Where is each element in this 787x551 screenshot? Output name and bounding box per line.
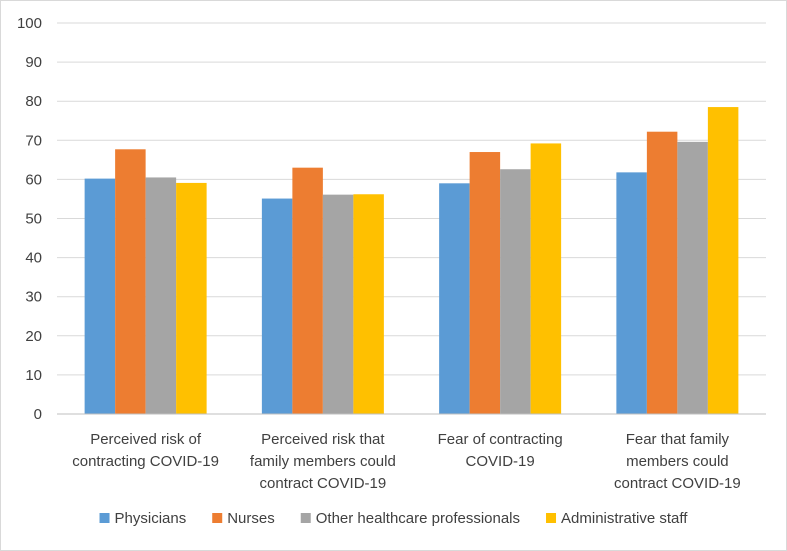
legend-item-administrative-staff: Administrative staff (546, 510, 688, 527)
bar-administrative-staff-3 (707, 107, 739, 414)
legend-label: Physicians (115, 510, 187, 527)
bar-physicians-2 (439, 183, 470, 414)
category-label-line: contract COVID-19 (260, 475, 387, 492)
bar-other-healthcare-professionals-1 (322, 194, 354, 414)
legend-item-nurses: Nurses (212, 510, 275, 527)
bar-administrative-staff-1 (353, 194, 384, 414)
category-label-3: Fear that family members could contract CO… (614, 431, 741, 492)
bar-nurses-1 (292, 167, 323, 414)
y-tick-label: 80 (25, 93, 42, 110)
y-tick-label: 30 (25, 289, 42, 306)
y-tick-label: 100 (17, 15, 42, 32)
y-tick-label: 90 (25, 54, 42, 71)
category-label-line: contracting COVID-19 (72, 453, 219, 470)
category-label-2: Fear of contracting COVID-19 (438, 431, 563, 470)
category-label-line: Perceived risk that (261, 431, 385, 448)
legend-swatch (212, 513, 223, 523)
category-label-1: Perceived risk that family members could c… (250, 431, 396, 492)
bar-nurses-3 (646, 131, 678, 414)
y-tick-label: 50 (25, 211, 42, 228)
bar-other-healthcare-professionals-3 (677, 141, 708, 414)
category-label-0: Perceived risk of contracting COVID-19 (72, 431, 219, 470)
legend-label: Nurses (227, 510, 275, 527)
y-tick-label: 0 (34, 406, 42, 423)
bar-nurses-0 (115, 149, 146, 414)
legend-swatch (300, 513, 311, 523)
legend-label: Other healthcare professionals (316, 510, 520, 527)
bar-other-healthcare-professionals-0 (145, 177, 177, 414)
y-tick-label: 20 (25, 328, 42, 345)
category-label-line: COVID-19 (466, 453, 535, 470)
category-label-line: Perceived risk of (90, 431, 202, 448)
category-label-line: Fear that family (626, 431, 730, 448)
bar-other-healthcare-professionals-2 (500, 169, 531, 414)
category-label-line: Fear of contracting (438, 431, 563, 448)
legend-swatch (99, 513, 110, 523)
y-tick-label: 10 (25, 367, 42, 384)
category-label-line: contract COVID-19 (614, 475, 741, 492)
category-label-line: family members could (250, 453, 396, 470)
bar-physicians-0 (84, 178, 116, 414)
legend-item-physicians: Physicians (99, 510, 187, 527)
legend: Physicians Nurses Other healthcare profess… (99, 510, 688, 527)
legend-swatch (546, 513, 557, 523)
y-tick-label: 40 (25, 250, 42, 267)
bar-administrative-staff-2 (530, 143, 562, 415)
y-axis-ticks: 0 10 20 30 40 50 60 70 80 90 100 (17, 15, 42, 423)
legend-label: Administrative staff (561, 510, 688, 527)
bar-nurses-2 (469, 152, 501, 414)
bar-physicians-1 (261, 198, 293, 414)
bar-administrative-staff-0 (176, 182, 207, 414)
bars (84, 107, 739, 415)
legend-item-other-healthcare-professionals: Other healthcare professionals (300, 510, 520, 527)
y-tick-label: 70 (25, 132, 42, 149)
y-tick-label: 60 (25, 171, 42, 188)
category-label-line: members could (626, 453, 729, 470)
bar-physicians-3 (616, 172, 647, 414)
